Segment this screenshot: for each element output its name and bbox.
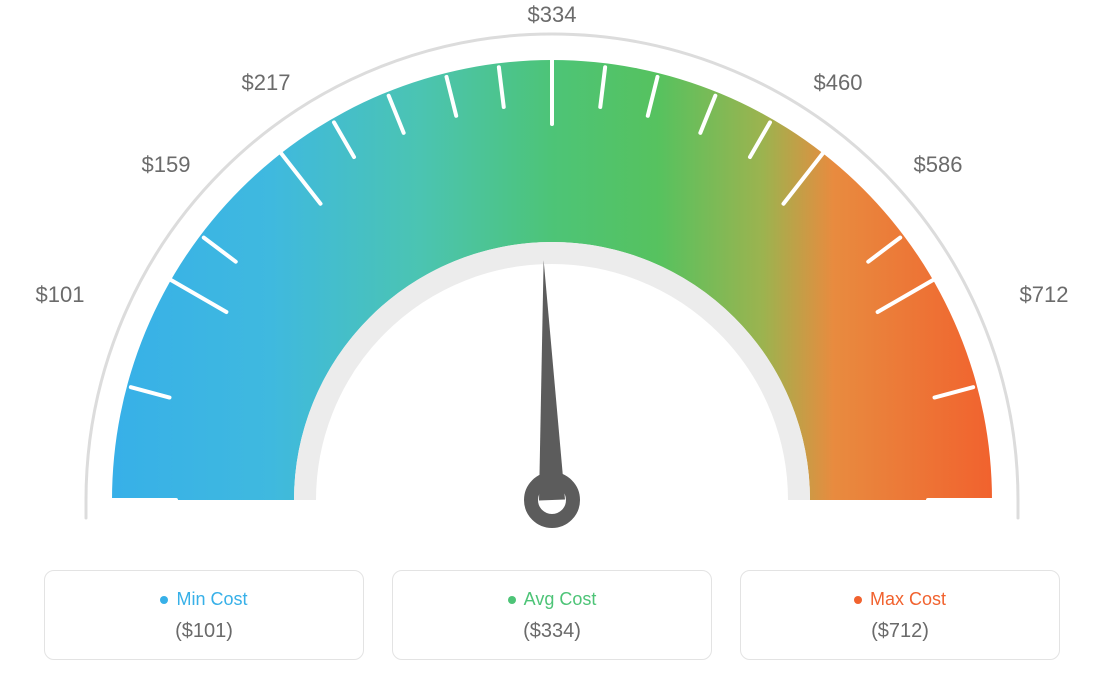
legend-title: Max Cost	[854, 589, 946, 610]
gauge-tick-label: $460	[814, 70, 863, 95]
legend-row: Min Cost ($101) Avg Cost ($334) Max Cost ($71…	[0, 570, 1104, 660]
legend-card: Min Cost ($101)	[44, 570, 364, 660]
legend-card: Avg Cost ($334)	[392, 570, 712, 660]
gauge-tick-label: $217	[242, 70, 291, 95]
gauge-tick-label: $334	[528, 2, 577, 27]
legend-title: Avg Cost	[508, 589, 597, 610]
gauge-tick-label: $712	[1020, 282, 1069, 307]
legend-value: ($101)	[45, 620, 363, 643]
legend-value: ($712)	[741, 620, 1059, 643]
legend-label: Avg Cost	[524, 589, 597, 610]
legend-bullet-icon	[160, 596, 168, 604]
gauge-svg: $101 $159 $217 $334 $460 $586 $712	[0, 0, 1104, 560]
legend-card: Max Cost ($712)	[740, 570, 1060, 660]
legend-label: Max Cost	[870, 589, 946, 610]
gauge-tick-label: $586	[914, 152, 963, 177]
legend-bullet-icon	[854, 596, 862, 604]
gauge-chart: $101 $159 $217 $334 $460 $586 $712	[0, 0, 1104, 560]
legend-label: Min Cost	[176, 589, 247, 610]
gauge-needle	[539, 260, 565, 500]
gauge-tick-label: $159	[142, 152, 191, 177]
legend-value: ($334)	[393, 620, 711, 643]
legend-title: Min Cost	[160, 589, 247, 610]
gauge-tick-label: $101	[36, 282, 85, 307]
legend-bullet-icon	[508, 596, 516, 604]
